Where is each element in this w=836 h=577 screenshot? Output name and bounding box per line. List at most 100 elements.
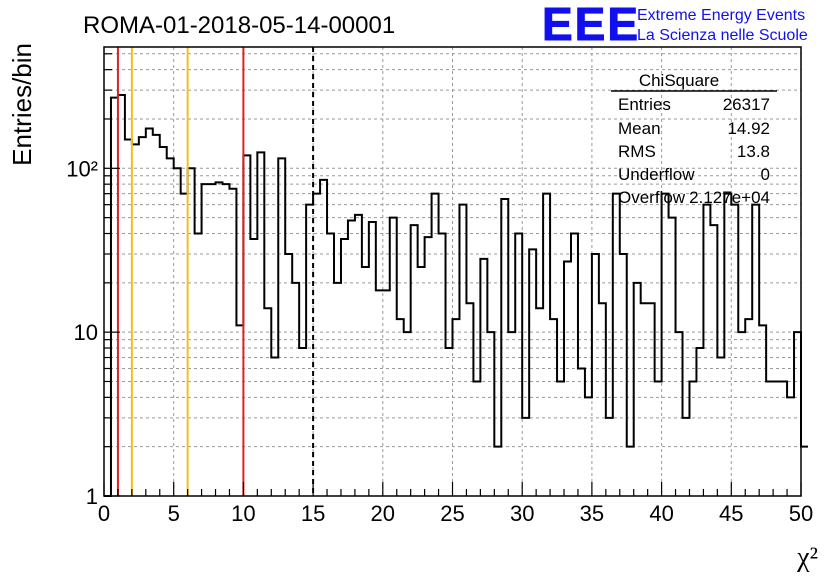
x-tick-label: 0: [98, 501, 110, 526]
histogram-bin: [320, 180, 327, 496]
x-tick-label: 50: [789, 501, 813, 526]
histogram-bin: [243, 155, 250, 496]
x-tick-label: 35: [580, 501, 604, 526]
histogram-bin: [724, 194, 731, 496]
histogram-bin: [536, 308, 543, 496]
histogram-bin: [425, 237, 432, 496]
histogram-bin: [627, 447, 634, 496]
histogram-bin: [334, 283, 341, 496]
histogram-bin: [125, 139, 132, 496]
eee-logo: EEE Extreme Energy Events La Scienza nel…: [542, 0, 808, 51]
stats-title: ChiSquare: [639, 71, 719, 90]
grid: [104, 47, 801, 496]
x-tick-label: 10: [231, 501, 255, 526]
histogram-outline: [104, 94, 808, 497]
histogram-bin: [529, 249, 536, 496]
histogram-bin: [327, 234, 334, 496]
histogram-bin: [306, 205, 313, 496]
histogram-bin: [390, 218, 397, 496]
histogram-bin: [766, 381, 773, 496]
x-tick-label: 45: [719, 501, 743, 526]
histogram-bin: [515, 234, 522, 496]
x-tick-label: 40: [649, 501, 673, 526]
stats-box: ChiSquare Entries 26317 Mean 14.92 RMS 1…: [611, 71, 777, 207]
histogram-bin: [411, 225, 418, 496]
histogram-bin: [285, 254, 292, 496]
histogram-bin: [118, 95, 125, 496]
histogram-bin: [550, 319, 557, 496]
histogram-series: [104, 94, 808, 497]
histogram-bin: [383, 290, 390, 496]
stats-label-overflow: Overflow: [618, 188, 686, 207]
y-tick-label: 10: [74, 320, 98, 345]
stats-label-underflow: Underflow: [618, 165, 695, 184]
histogram-bin: [355, 215, 362, 496]
histogram-bin: [773, 381, 780, 496]
histogram-bin: [341, 239, 348, 496]
histogram-bin: [592, 254, 599, 496]
histogram-bin: [348, 221, 355, 496]
histogram-bin: [745, 319, 752, 496]
histogram-bin: [111, 98, 118, 496]
histogram-bin: [181, 194, 188, 496]
histogram-bin: [571, 234, 578, 496]
histogram-bin: [717, 358, 724, 496]
histogram-bin: [313, 194, 320, 496]
histogram-bin: [404, 332, 411, 496]
x-tick-label: 20: [371, 501, 395, 526]
histogram-bin: [167, 158, 174, 496]
x-tick-label: 5: [168, 501, 180, 526]
histogram-bin: [522, 418, 529, 496]
histogram-bin: [613, 194, 620, 496]
histogram-bin: [292, 283, 299, 496]
histogram-bin: [738, 332, 745, 496]
stats-value-rms: 13.8: [737, 142, 770, 161]
histogram-bin: [669, 218, 676, 496]
y-tick-label: 10²: [66, 156, 98, 181]
histogram-bin: [250, 239, 257, 496]
histogram-bin: [543, 194, 550, 496]
histogram-bin: [752, 205, 759, 496]
histogram-bin: [439, 234, 446, 496]
histogram-bin: [759, 325, 766, 496]
histogram-bin: [731, 205, 738, 496]
histogram-bin: [299, 348, 306, 496]
x-tick-label: 25: [440, 501, 464, 526]
histogram-bin: [794, 332, 801, 496]
histogram-bin: [236, 325, 243, 496]
histogram-bin: [557, 381, 564, 496]
y-axis-label: Entries/bin: [7, 43, 37, 166]
histogram-bin: [473, 381, 480, 496]
x-tick-label: 30: [510, 501, 534, 526]
axes: 0 5 10 15 20 25 30 35 40 45 50 1 10 10²: [66, 46, 813, 526]
stats-value-entries: 26317: [723, 95, 770, 114]
histogram-bin: [662, 194, 669, 496]
x-tick-label: 15: [301, 501, 325, 526]
reference-lines: [116, 47, 315, 496]
histogram-bin: [146, 128, 153, 496]
histogram-bin: [710, 225, 717, 496]
histogram-bin: [696, 348, 703, 496]
histogram-bin: [153, 135, 160, 496]
histogram-bin: [494, 447, 501, 496]
histogram-bin: [160, 147, 167, 496]
stats-label-mean: Mean: [618, 119, 661, 138]
histogram-bin: [257, 152, 264, 496]
histogram-bin: [703, 205, 710, 496]
histogram-bin: [801, 447, 808, 496]
histogram-bin: [676, 332, 683, 496]
histogram-bin: [780, 381, 787, 496]
histogram-bin: [278, 158, 285, 496]
histogram-bin: [271, 358, 278, 496]
stats-label-rms: RMS: [618, 142, 656, 161]
histogram-bin: [689, 381, 696, 496]
histogram-bin: [195, 234, 202, 496]
histogram-bin: [459, 205, 466, 496]
stats-value-underflow: 0: [761, 165, 770, 184]
histogram-bin: [606, 418, 613, 496]
histogram-bin: [264, 308, 271, 496]
histogram-bin: [487, 332, 494, 496]
histogram-bin: [508, 332, 515, 496]
